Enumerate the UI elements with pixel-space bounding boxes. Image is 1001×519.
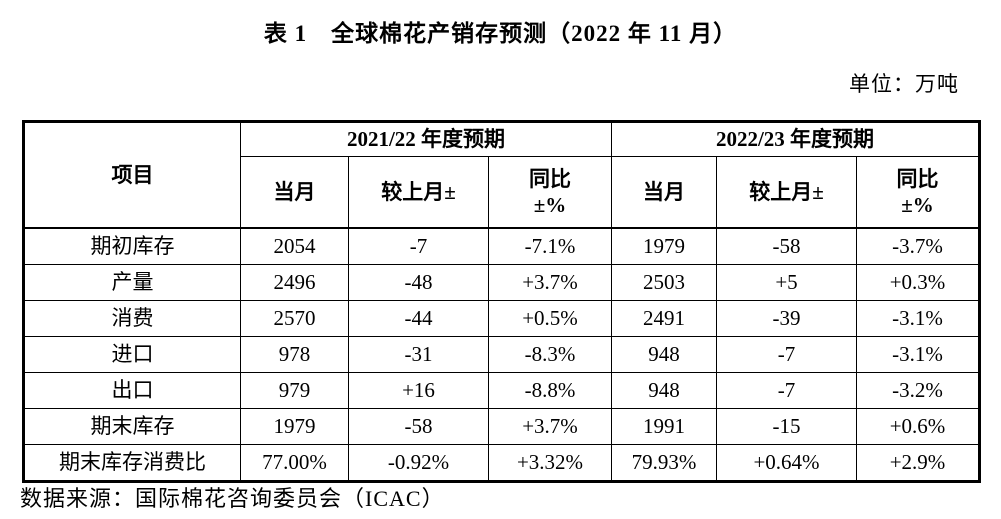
data-source-note: 数据来源：国际棉花咨询委员会（ICAC） [20,486,445,511]
row-label: 出口 [23,372,241,409]
table-header-group-row: 项目 2021/22 年度预期 2022/23 年度预期 [23,121,981,229]
table-cell: +3.7% [488,264,612,301]
table-cell: -58 [348,408,489,445]
row-label: 期末库存 [23,408,241,445]
table-cell: -15 [716,408,857,445]
table-cell: -0.92% [348,444,489,482]
table-cell: 1979 [611,227,717,265]
table-row-consumption: 消费 2570 -44 +0.5% 2491 -39 -3.1% [23,300,981,337]
table-row-imports: 进口 978 -31 -8.3% 948 -7 -3.1% [23,336,981,373]
header-vs-last-month-2021-22: 较上月± [348,156,489,229]
table-cell: -3.1% [855,336,981,373]
row-label: 消费 [23,300,241,337]
table-cell: -48 [348,264,489,301]
table-cell: -3.7% [855,227,981,265]
table-cell: +2.9% [855,444,981,482]
header-vs-last-month-2022-23: 较上月± [716,156,857,229]
table-cell: 1991 [611,408,717,445]
header-group-2022-23: 2022/23 年度预期 [610,121,981,157]
table-cell: 1979 [240,408,349,445]
table-cell: 2054 [240,227,349,265]
table-cell: +0.5% [488,300,612,337]
table-cell: +3.32% [488,444,612,482]
table-cell: 79.93% [611,444,717,482]
table-cell: 2503 [611,264,717,301]
table-row-beginning-stocks: 期初库存 2054 -7 -7.1% 1979 -58 -3.7% [23,227,981,265]
table-cell: 77.00% [240,444,349,482]
table-cell: +16 [348,372,489,409]
table-row-ending-stocks: 期末库存 1979 -58 +3.7% 1991 -15 +0.6% [23,408,981,445]
header-group-2021-22: 2021/22 年度预期 [240,121,612,157]
table-cell: -3.2% [855,372,981,409]
table-cell: +5 [716,264,857,301]
table-cell: 2496 [240,264,349,301]
header-yoy-2021-22: 同比 ±% [488,156,612,229]
header-item: 项目 [23,121,241,229]
table-cell: +3.7% [488,408,612,445]
table-row-production: 产量 2496 -48 +3.7% 2503 +5 +0.3% [23,264,981,301]
row-label: 进口 [23,336,241,373]
header-current-month-2021-22: 当月 [240,156,349,229]
table-cell: +0.3% [855,264,981,301]
table-cell: +0.6% [855,408,981,445]
table-cell: -8.3% [488,336,612,373]
table-subheader-row: 当月 较上月± 同比 ±% 当月 较上月± 同比 ±% [24,156,981,229]
table-cell: -31 [348,336,489,373]
table-cell: -8.8% [488,372,612,409]
table-row-stocks-to-use-ratio: 期末库存消费比 77.00% -0.92% +3.32% 79.93% +0.6… [23,444,981,482]
table-cell: 979 [240,372,349,409]
table-cell: 948 [611,372,717,409]
table-cell: 978 [240,336,349,373]
table-cell: -7 [716,336,857,373]
table-cell: -58 [716,227,857,265]
table-cell: -44 [348,300,489,337]
forecast-table: 项目 2021/22 年度预期 2022/23 年度预期 当月 较上月± 同比 … [22,120,982,483]
table-cell: -7 [716,372,857,409]
unit-label: 单位：万吨 [849,72,959,96]
table-cell: 2570 [240,300,349,337]
table-cell: -7.1% [488,227,612,265]
table-cell: +0.64% [716,444,857,482]
page-title: 表 1 全球棉花产销存预测（2022 年 11 月） [263,21,738,46]
row-label: 期末库存消费比 [23,444,241,482]
table-cell: 2491 [611,300,717,337]
table-row-exports: 出口 979 +16 -8.8% 948 -7 -3.2% [23,372,981,409]
row-label: 期初库存 [23,227,241,265]
header-current-month-2022-23: 当月 [611,156,717,229]
table-cell: -39 [716,300,857,337]
table-cell: -3.1% [855,300,981,337]
row-label: 产量 [23,264,241,301]
table-cell: -7 [348,227,489,265]
table-cell: 948 [611,336,717,373]
header-yoy-2022-23: 同比 ±% [855,156,981,229]
